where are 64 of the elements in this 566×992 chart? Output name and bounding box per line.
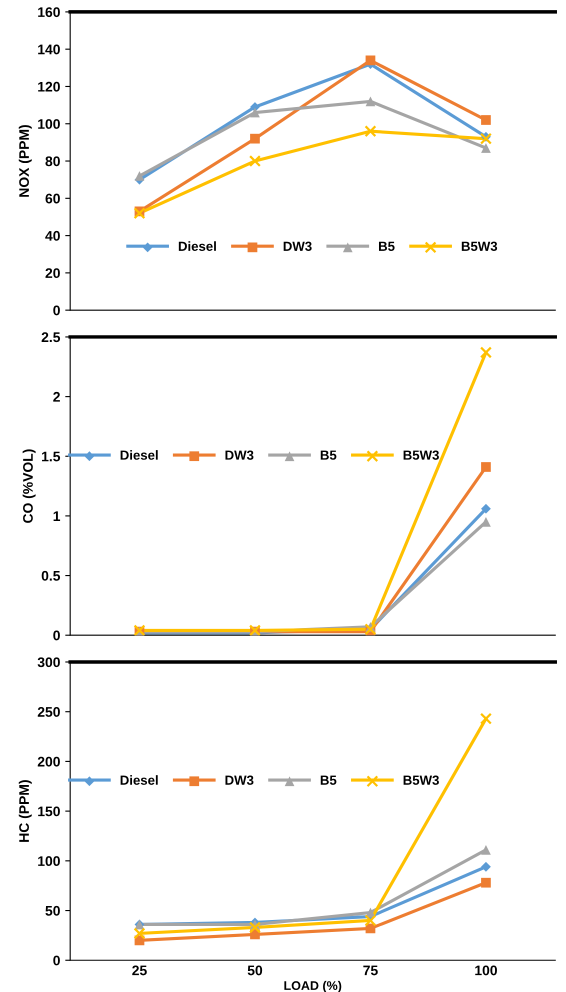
legend-label: Diesel — [120, 450, 158, 460]
point — [481, 517, 491, 527]
y-tick-label: 200 — [38, 756, 60, 767]
point — [481, 504, 491, 514]
point — [249, 921, 261, 934]
legend-label: DW3 — [225, 450, 254, 460]
y-tick-label: 1 — [54, 511, 60, 521]
x-axis-title: LOAD (%) — [284, 980, 342, 992]
x-tick-label: 50 — [248, 965, 262, 976]
point — [480, 712, 492, 725]
y-tick-label: 20 — [45, 268, 60, 278]
y-tick-label: 2 — [53, 392, 60, 402]
point — [134, 171, 144, 181]
y-tick-label: 160 — [38, 7, 60, 18]
legend-label: DW3 — [284, 242, 312, 251]
y-tick-label: 40 — [45, 230, 60, 241]
x-tick-label: 75 — [363, 966, 378, 976]
point — [481, 845, 491, 855]
point — [480, 346, 492, 358]
y-tick-label: 0.5 — [42, 570, 60, 581]
y-tick-label: 100 — [38, 119, 60, 129]
y-tick-label: 250 — [38, 707, 60, 717]
y-tick-label: 1.5 — [42, 452, 60, 462]
point — [481, 862, 491, 872]
point — [481, 878, 491, 888]
y-axis-title: CO (%VOL) — [22, 449, 36, 523]
y-tick-label: 100 — [38, 856, 60, 866]
point — [366, 96, 376, 106]
x-tick-label: 25 — [132, 965, 147, 976]
point — [250, 134, 260, 144]
legend-label: Diesel — [178, 241, 216, 251]
y-tick-label: 140 — [38, 44, 60, 54]
y-tick-label: 80 — [45, 156, 60, 166]
y-tick-label: 50 — [45, 906, 60, 916]
point — [481, 143, 491, 153]
y-tick-label: 300 — [38, 657, 60, 668]
point — [364, 914, 376, 926]
legend-label: B5W3 — [404, 450, 439, 460]
point — [134, 207, 146, 220]
legend-label: B5 — [320, 450, 336, 460]
point — [364, 125, 376, 138]
y-tick-label: 60 — [46, 194, 60, 204]
y-tick-label: 0 — [53, 630, 60, 640]
point — [134, 927, 146, 940]
y-tick-label: 0 — [53, 306, 60, 316]
x-tick-label: 100 — [475, 965, 497, 976]
y-axis-title: HC (PPM) — [18, 780, 32, 842]
point — [481, 462, 491, 472]
point — [480, 132, 492, 145]
legend-label: B5 — [320, 776, 336, 785]
legend-label: DW3 — [225, 776, 254, 785]
point — [249, 155, 261, 168]
point — [481, 115, 491, 125]
y-axis-title: NOX (PPM) — [18, 125, 32, 197]
point — [250, 108, 260, 118]
y-tick-label: 2.5 — [42, 332, 60, 342]
y-tick-label: 150 — [38, 806, 60, 816]
legend-label: B5W3 — [404, 776, 439, 785]
y-tick-label: 120 — [38, 82, 60, 92]
legend-label: B5 — [378, 242, 395, 251]
y-tick-label: 0 — [53, 956, 60, 966]
point — [366, 56, 376, 66]
legend-label: B5W3 — [462, 242, 498, 251]
legend-label: Diesel — [120, 775, 158, 785]
